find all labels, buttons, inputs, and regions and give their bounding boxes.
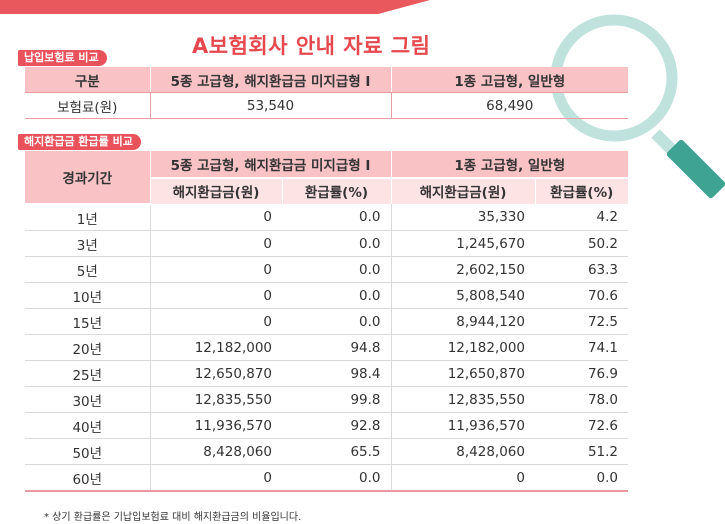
table-row: 60년 0 0.0 0 0.0	[25, 464, 628, 492]
col-b-refund: 해지환급금(원)	[391, 177, 536, 204]
b-rate-cell: 63.3	[535, 256, 628, 283]
table-row: 10년 0 0.0 5,808,540 70.6	[25, 282, 628, 309]
period-cell: 50년	[25, 438, 151, 465]
col-category: 구분	[25, 67, 151, 93]
b-rate-cell: 78.0	[535, 386, 628, 413]
b-refund-cell: 12,182,000	[391, 334, 535, 361]
col-plan-b: 1종 고급형, 일반형	[391, 67, 628, 93]
a-refund-cell: 0	[150, 308, 282, 335]
a-rate-cell: 0.0	[282, 204, 392, 231]
a-refund-cell: 0	[150, 464, 282, 492]
b-refund-cell: 12,835,550	[391, 386, 535, 413]
a-refund-cell: 12,650,870	[150, 360, 282, 387]
col-period: 경과기간	[25, 151, 151, 205]
b-refund-cell: 5,808,540	[391, 282, 535, 309]
a-refund-cell: 12,182,000	[150, 334, 282, 361]
table-row: 25년 12,650,870 98.4 12,650,870 76.9	[25, 360, 628, 387]
a-refund-cell: 11,936,570	[150, 412, 282, 439]
table-row: 1년 0 0.0 35,330 4.2	[25, 204, 628, 231]
period-cell: 15년	[25, 308, 151, 335]
col-plan-b: 1종 고급형, 일반형	[391, 151, 628, 179]
b-refund-cell: 11,936,570	[391, 412, 535, 439]
b-rate-cell: 70.6	[535, 282, 628, 309]
b-refund-cell: 1,245,670	[391, 230, 535, 257]
table-row: 50년 8,428,060 65.5 8,428,060 51.2	[25, 438, 628, 465]
b-rate-cell: 74.1	[535, 334, 628, 361]
table-row: 40년 11,936,570 92.8 11,936,570 72.6	[25, 412, 628, 439]
table-row: 30년 12,835,550 99.8 12,835,550 78.0	[25, 386, 628, 413]
b-rate-cell: 76.9	[535, 360, 628, 387]
period-cell: 3년	[25, 230, 151, 257]
b-rate-cell: 50.2	[535, 230, 628, 257]
b-rate-cell: 4.2	[535, 204, 628, 231]
period-cell: 40년	[25, 412, 151, 439]
col-b-rate: 환급률(%)	[535, 177, 628, 204]
page-title: A보험회사 안내 자료 그림	[192, 34, 431, 58]
footnote: * 상기 환급률은 기납입보험료 대비 해지환급금의 비율입니다.	[44, 512, 302, 523]
a-refund-cell: 0	[150, 256, 282, 283]
table-row: 3년 0 0.0 1,245,670 50.2	[25, 230, 628, 257]
a-rate-cell: 0.0	[282, 464, 392, 492]
a-refund-cell: 12,835,550	[150, 386, 282, 413]
premium-plan-b: 68,490	[391, 92, 628, 119]
table-row: 20년 12,182,000 94.8 12,182,000 74.1	[25, 334, 628, 361]
refund-table: 경과기간 5종 고급형, 해지환급금 미지급형 I 1종 고급형, 일반형 해지…	[25, 151, 628, 492]
b-refund-cell: 12,650,870	[391, 360, 535, 387]
a-rate-cell: 65.5	[282, 438, 392, 465]
table-row: 15년 0 0.0 8,944,120 72.5	[25, 308, 628, 335]
a-rate-cell: 0.0	[282, 230, 392, 257]
a-refund-cell: 8,428,060	[150, 438, 282, 465]
a-refund-cell: 0	[150, 204, 282, 231]
b-refund-cell: 0	[391, 464, 535, 492]
b-rate-cell: 72.6	[535, 412, 628, 439]
b-rate-cell: 0.0	[535, 464, 628, 492]
a-refund-cell: 0	[150, 230, 282, 257]
period-cell: 60년	[25, 464, 151, 492]
a-rate-cell: 99.8	[282, 386, 392, 413]
premium-section-tag: 납입보험료 비교	[18, 50, 107, 66]
table-row: 5년 0 0.0 2,602,150 63.3	[25, 256, 628, 283]
col-plan-a: 5종 고급형, 해지환급금 미지급형 I	[150, 67, 392, 93]
b-rate-cell: 72.5	[535, 308, 628, 335]
b-rate-cell: 51.2	[535, 438, 628, 465]
premium-plan-a: 53,540	[150, 92, 392, 119]
b-refund-cell: 8,944,120	[391, 308, 535, 335]
a-rate-cell: 0.0	[282, 308, 392, 335]
b-refund-cell: 8,428,060	[391, 438, 535, 465]
top-banner-stripe	[0, 0, 430, 14]
a-rate-cell: 0.0	[282, 256, 392, 283]
premium-table: 구분 5종 고급형, 해지환급금 미지급형 I 1종 고급형, 일반형 보험료(…	[25, 67, 628, 119]
period-cell: 10년	[25, 282, 151, 309]
col-a-refund: 해지환급금(원)	[150, 177, 283, 204]
a-rate-cell: 92.8	[282, 412, 392, 439]
refund-section-tag: 해지환급금 환급률 비교	[18, 134, 141, 150]
col-plan-a: 5종 고급형, 해지환급금 미지급형 I	[150, 151, 392, 179]
period-cell: 30년	[25, 386, 151, 413]
b-refund-cell: 2,602,150	[391, 256, 535, 283]
col-a-rate: 환급률(%)	[282, 177, 392, 204]
a-refund-cell: 0	[150, 282, 282, 309]
b-refund-cell: 35,330	[391, 204, 535, 231]
period-cell: 25년	[25, 360, 151, 387]
period-cell: 20년	[25, 334, 151, 361]
a-rate-cell: 0.0	[282, 282, 392, 309]
row-premium-label: 보험료(원)	[25, 92, 151, 119]
a-rate-cell: 98.4	[282, 360, 392, 387]
period-cell: 1년	[25, 204, 151, 231]
a-rate-cell: 94.8	[282, 334, 392, 361]
period-cell: 5년	[25, 256, 151, 283]
